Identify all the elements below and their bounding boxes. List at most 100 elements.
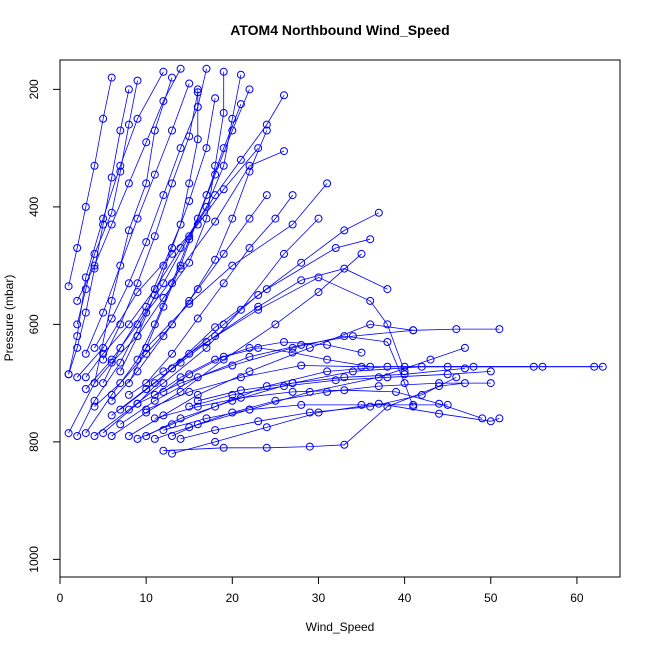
data-point: [202, 338, 211, 346]
data-point: [168, 320, 176, 329]
data-point: [219, 352, 228, 361]
data-point: [116, 343, 125, 352]
data-point: [262, 443, 271, 452]
data-point: [202, 144, 211, 153]
data-point: [460, 343, 469, 352]
data-point: [366, 320, 375, 329]
data-point: [245, 214, 254, 223]
series-line: [76, 147, 259, 378]
data-point: [340, 373, 349, 382]
data-point: [305, 408, 314, 417]
data-point: [211, 437, 220, 446]
data-point: [150, 434, 159, 443]
data-point: [443, 370, 452, 379]
data-point: [323, 387, 332, 396]
series-line: [180, 376, 457, 440]
series-line: [137, 103, 242, 360]
data-point: [245, 85, 254, 94]
data-point: [185, 296, 194, 305]
data-point: [193, 396, 202, 405]
x-tick-label: 0: [57, 591, 64, 605]
data-point: [99, 343, 108, 352]
series-line: [111, 268, 388, 416]
series-line: [94, 194, 268, 407]
data-point: [185, 235, 194, 244]
data-point: [90, 264, 99, 273]
data-point: [142, 179, 151, 188]
data-point: [288, 220, 297, 229]
series-line: [119, 98, 216, 372]
data-point: [435, 379, 444, 388]
data-point: [297, 276, 306, 285]
data-point: [314, 408, 323, 417]
data-point: [193, 390, 202, 399]
data-point: [142, 379, 151, 388]
data-point: [133, 320, 142, 329]
data-point: [185, 370, 194, 379]
data-point: [159, 387, 168, 396]
data-point: [159, 261, 168, 270]
data-point: [228, 396, 237, 405]
data-point: [219, 279, 228, 288]
data-point: [245, 367, 254, 376]
data-point: [116, 420, 125, 429]
data-point: [185, 132, 194, 141]
data-point: [400, 379, 409, 388]
data-point: [305, 343, 314, 352]
data-point: [366, 296, 375, 305]
data-point: [288, 379, 297, 388]
data-point: [90, 396, 99, 405]
data-point: [435, 399, 444, 408]
data-point: [73, 343, 82, 352]
data-point: [107, 432, 116, 440]
series-line: [102, 92, 199, 360]
data-point: [323, 179, 332, 188]
series-line: [68, 77, 113, 287]
data-point: [478, 414, 487, 423]
x-tick-label: 40: [398, 591, 412, 605]
data-point: [133, 434, 142, 443]
series-line: [111, 130, 268, 402]
x-axis: 0 10 20 30 40 50 60: [57, 576, 584, 605]
data-point: [314, 288, 323, 297]
data-point: [133, 279, 142, 288]
data-point: [168, 432, 176, 440]
series-line: [68, 89, 130, 375]
data-point: [452, 325, 461, 334]
data-point: [193, 135, 202, 144]
data-point: [133, 214, 142, 223]
data-point: [90, 343, 99, 352]
data-point: [73, 296, 82, 305]
data-point: [133, 355, 142, 364]
data-point: [99, 214, 108, 223]
data-point: [228, 114, 237, 123]
data-point: [81, 385, 90, 393]
data-point: [314, 273, 323, 282]
data-point: [202, 214, 211, 223]
data-point: [116, 367, 125, 376]
y-tick-label: 400: [27, 197, 41, 217]
data-point: [383, 285, 392, 294]
data-point: [245, 161, 254, 170]
data-point: [159, 67, 168, 76]
data-point: [340, 226, 349, 235]
data-point: [176, 379, 185, 388]
series-line: [171, 382, 491, 437]
data-point: [443, 400, 452, 409]
data-point: [142, 385, 151, 393]
series-line: [154, 341, 362, 396]
data-point: [288, 343, 297, 352]
series-line: [102, 89, 199, 384]
data-point: [219, 144, 228, 153]
data-point: [288, 191, 297, 200]
data-point: [254, 291, 263, 299]
data-point: [176, 144, 185, 153]
data-point: [168, 349, 176, 358]
data-point: [142, 432, 151, 440]
data-point: [159, 426, 168, 435]
data-point: [133, 332, 142, 341]
data-point: [211, 217, 220, 226]
data-point: [124, 320, 133, 329]
data-point: [116, 358, 125, 367]
data-point: [193, 285, 202, 294]
